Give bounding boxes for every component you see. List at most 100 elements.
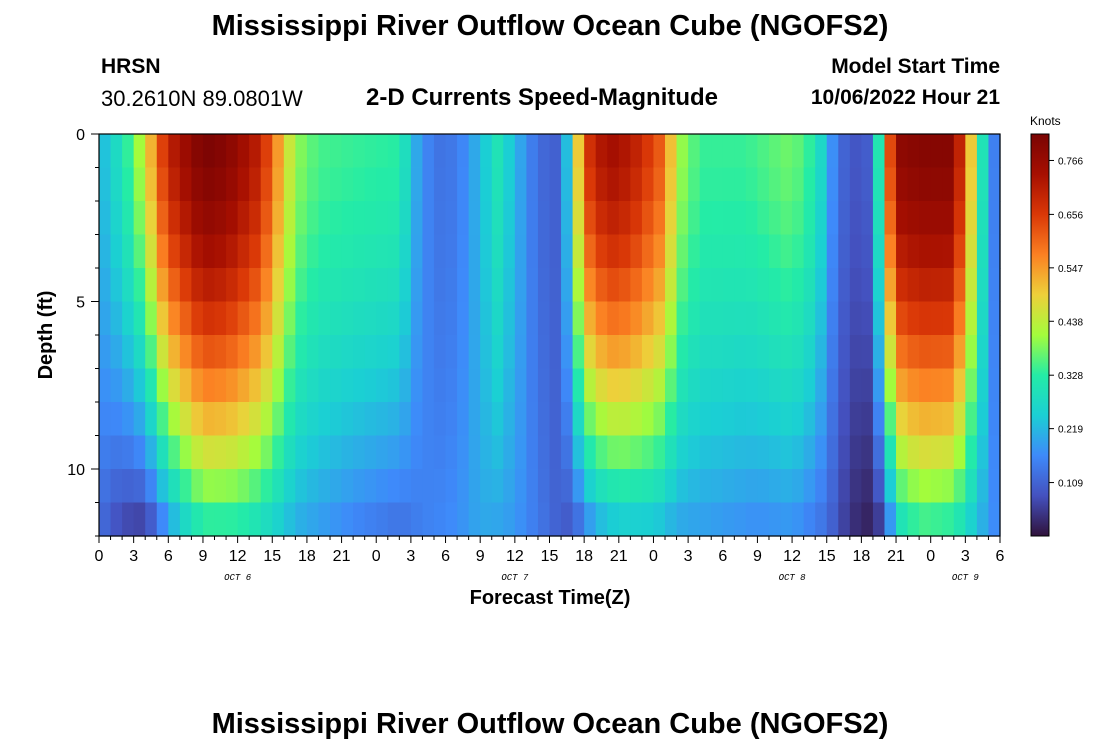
heatmap-cell xyxy=(110,301,123,336)
heatmap-cell xyxy=(179,368,193,403)
heatmap-cell xyxy=(549,201,562,236)
heatmap-cell xyxy=(422,435,435,470)
heatmap-cell xyxy=(780,301,793,336)
heatmap-cell xyxy=(422,502,435,537)
x-tick-label: 6 xyxy=(996,548,1005,565)
heatmap-cell xyxy=(849,335,862,370)
heatmap-cell xyxy=(803,268,816,303)
heatmap-cell xyxy=(110,402,123,437)
heatmap-cell xyxy=(376,268,389,303)
heatmap-cell xyxy=(191,268,204,303)
heatmap-cell xyxy=(156,502,169,537)
heatmap-cell xyxy=(665,368,678,403)
heatmap-cell xyxy=(676,368,689,403)
colorbar-tick-label: 0.656 xyxy=(1058,210,1083,221)
heatmap-cell xyxy=(480,201,493,236)
heatmap-cell xyxy=(942,201,955,236)
heatmap-cell xyxy=(896,368,909,403)
heatmap-cell xyxy=(341,134,354,169)
heatmap-cell xyxy=(99,335,112,370)
heatmap-cell xyxy=(584,301,597,336)
heatmap-cell xyxy=(630,234,643,269)
heatmap-cell xyxy=(353,502,366,537)
heatmap-cell xyxy=(768,134,782,169)
heatmap-cell xyxy=(630,268,643,303)
heatmap-cell xyxy=(191,502,204,537)
heatmap-cell xyxy=(665,268,678,303)
heatmap-cell xyxy=(815,335,828,370)
heatmap-cell xyxy=(653,201,666,236)
heatmap-cell xyxy=(353,368,366,403)
heatmap-cell xyxy=(468,368,481,403)
heatmap-cell xyxy=(838,368,851,403)
heatmap-cell xyxy=(792,234,805,269)
heatmap-cell xyxy=(930,502,943,537)
heatmap-cell xyxy=(249,301,262,336)
heatmap-cell xyxy=(341,502,354,537)
heatmap-cell xyxy=(630,201,643,236)
heatmap-cell xyxy=(930,301,943,336)
heatmap-cell xyxy=(768,402,782,437)
x-tick-label: 9 xyxy=(753,548,762,565)
heatmap-cell xyxy=(179,134,193,169)
heatmap-cell xyxy=(214,234,227,269)
heatmap-cell xyxy=(561,234,574,269)
heatmap-cell xyxy=(745,335,759,370)
heatmap-cell xyxy=(283,201,296,236)
heatmap-cell xyxy=(803,502,816,537)
day-label: OCT 6 xyxy=(224,573,252,583)
heatmap-cell xyxy=(711,435,724,470)
heatmap-cell xyxy=(168,435,181,470)
heatmap-cell xyxy=(399,134,412,169)
heatmap-cell xyxy=(584,469,597,504)
heatmap-cell xyxy=(861,368,874,403)
heatmap-cell xyxy=(780,335,793,370)
heatmap-cell xyxy=(133,268,146,303)
heatmap-cell xyxy=(780,134,793,169)
heatmap-cell xyxy=(549,435,562,470)
heatmap-cell xyxy=(653,134,666,169)
heatmap-cell xyxy=(330,134,343,169)
heatmap-cell xyxy=(283,301,296,336)
heatmap-cell xyxy=(815,469,828,504)
heatmap-cell xyxy=(838,435,851,470)
heatmap-cell xyxy=(283,335,296,370)
heatmap-cell xyxy=(896,167,909,202)
heatmap-cell xyxy=(849,469,862,504)
heatmap-cell xyxy=(526,502,539,537)
heatmap-cell xyxy=(919,402,932,437)
heatmap-cell xyxy=(537,234,551,269)
heatmap-cell xyxy=(711,234,724,269)
heatmap-cell xyxy=(826,201,839,236)
heatmap-cell xyxy=(584,134,597,169)
heatmap-cell xyxy=(260,167,273,202)
heatmap-cell xyxy=(364,435,377,470)
heatmap-cell xyxy=(595,201,608,236)
heatmap-cell xyxy=(260,234,273,269)
heatmap-cell xyxy=(618,201,631,236)
heatmap-cell xyxy=(595,435,608,470)
heatmap-cell xyxy=(491,368,504,403)
heatmap-cell xyxy=(953,502,966,537)
heatmap-cell xyxy=(249,435,262,470)
x-axis: 0 3 6 9 12 15 18 21 0 3 6 9 12 15 18 21 0 3 6 9 12 15 18 21 0 3 6 O… xyxy=(95,536,1005,583)
heatmap-cell xyxy=(295,268,308,303)
heatmap-cell xyxy=(122,167,135,202)
heatmap-cell xyxy=(387,268,400,303)
heatmap-cell xyxy=(214,268,227,303)
heatmap-cell xyxy=(549,502,562,537)
colorbar-units: Knots xyxy=(1030,114,1061,128)
heatmap-cell xyxy=(942,167,955,202)
heatmap-cell xyxy=(306,435,320,470)
heatmap-cell xyxy=(433,469,447,504)
heatmap-cell xyxy=(549,234,562,269)
heatmap-cell xyxy=(110,368,123,403)
heatmap-cell xyxy=(630,134,643,169)
heatmap-cell xyxy=(838,335,851,370)
heatmap-cell xyxy=(237,469,250,504)
heatmap-cell xyxy=(872,234,886,269)
heatmap-cell xyxy=(433,201,447,236)
heatmap-cell xyxy=(849,402,862,437)
heatmap-cell xyxy=(768,435,782,470)
heatmap-cell xyxy=(688,402,701,437)
